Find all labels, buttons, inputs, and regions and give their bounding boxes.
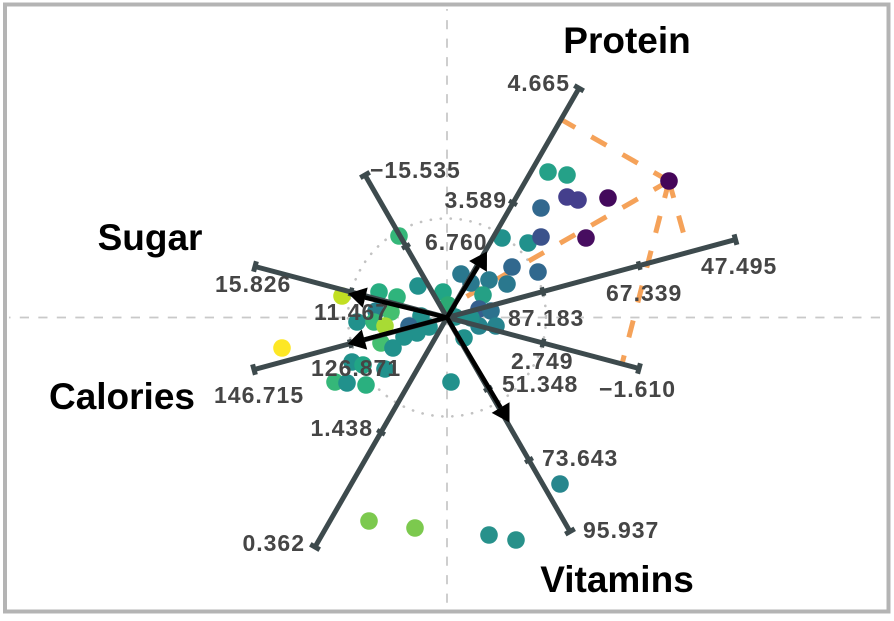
svg-text:47.495: 47.495 (701, 253, 777, 279)
svg-text:3.589: 3.589 (444, 187, 507, 213)
svg-text:126.871: 126.871 (311, 355, 401, 381)
svg-text:67.339: 67.339 (606, 280, 682, 306)
svg-text:Vitamins: Vitamins (540, 559, 694, 600)
svg-text:1.438: 1.438 (310, 415, 373, 441)
svg-text:2.749: 2.749 (511, 348, 574, 374)
svg-text:4.665: 4.665 (507, 70, 570, 96)
svg-text:11.467: 11.467 (314, 299, 389, 325)
svg-text:0.362: 0.362 (242, 530, 305, 556)
svg-text:Sugar: Sugar (98, 217, 203, 258)
svg-text:146.715: 146.715 (214, 382, 304, 408)
svg-text:Protein: Protein (563, 20, 690, 61)
svg-text:−15.535: −15.535 (370, 157, 461, 183)
svg-text:73.643: 73.643 (542, 445, 618, 471)
svg-text:51.348: 51.348 (502, 371, 578, 397)
svg-text:6.760: 6.760 (425, 229, 488, 255)
svg-text:87.183: 87.183 (508, 305, 584, 331)
svg-text:Calories: Calories (49, 376, 195, 417)
svg-text:−1.610: −1.610 (599, 376, 676, 402)
svg-text:95.937: 95.937 (583, 517, 659, 543)
svg-text:15.826: 15.826 (215, 271, 291, 297)
